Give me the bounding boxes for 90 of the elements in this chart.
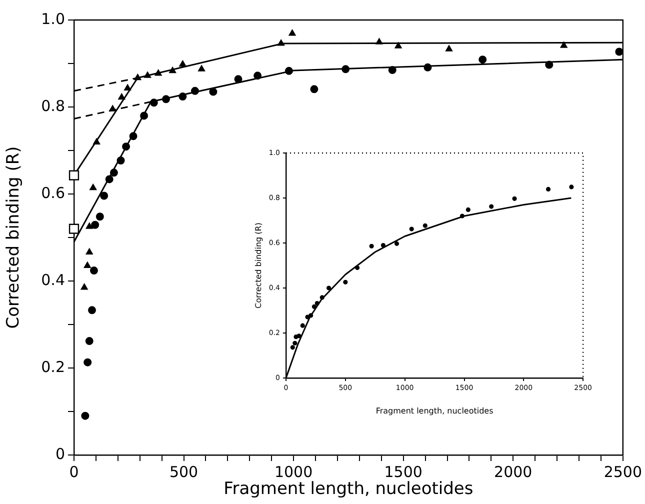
point (380, 242, 386, 248)
point (162, 95, 170, 104)
point (100, 192, 108, 200)
point (129, 132, 138, 140)
point (209, 88, 218, 96)
point (124, 84, 132, 91)
point (478, 56, 487, 64)
point (84, 262, 91, 268)
point (296, 334, 302, 338)
point (178, 92, 187, 101)
point (445, 45, 453, 52)
x-axis-title: Fragment length, nucleotides (376, 406, 494, 416)
point (134, 74, 142, 80)
point (88, 306, 96, 314)
point (290, 345, 295, 350)
point (105, 175, 114, 184)
y-tick-label: 0.4 (41, 270, 65, 289)
point (422, 223, 428, 228)
point (546, 186, 551, 192)
point (343, 280, 348, 284)
point (278, 39, 285, 46)
point (85, 337, 94, 346)
point (560, 42, 568, 48)
point (179, 60, 186, 67)
x-axis-title: Fragment length, nucleotides (224, 479, 474, 500)
point (140, 112, 148, 120)
point (545, 60, 554, 69)
point (90, 184, 97, 190)
point (460, 214, 465, 218)
point (96, 212, 104, 221)
point (292, 340, 298, 346)
point (81, 412, 90, 420)
point (424, 63, 432, 72)
point (300, 323, 305, 328)
point (68, 170, 80, 180)
point (615, 48, 624, 56)
point (234, 75, 242, 84)
y-tick-label: 0 (55, 444, 65, 463)
x-tick-label: 1000 (274, 462, 313, 481)
point (320, 295, 324, 300)
point (310, 85, 318, 94)
point (409, 226, 414, 232)
point (84, 358, 92, 366)
y-axis-title: Corrected binding (R) (254, 222, 263, 308)
point (376, 38, 383, 44)
y-axis-title: Corrected binding (R) (4, 146, 24, 329)
point (80, 284, 88, 290)
point (169, 66, 176, 74)
point (342, 65, 350, 74)
y-tick-label: 0.8 (41, 96, 65, 115)
x-tick-label: 0 (69, 462, 79, 481)
point (110, 168, 118, 177)
x-tick-label: 500 (169, 462, 198, 481)
point (144, 72, 152, 78)
point (68, 224, 80, 234)
point (489, 204, 494, 209)
point (154, 70, 162, 76)
point (326, 286, 332, 290)
point (150, 98, 158, 107)
point (394, 42, 402, 48)
point (394, 241, 400, 246)
point (91, 220, 100, 229)
point (314, 301, 320, 306)
point (118, 93, 126, 100)
point (190, 86, 199, 95)
point (93, 138, 100, 144)
point (122, 142, 130, 151)
point (86, 222, 93, 229)
point (466, 207, 470, 212)
y-tick-label: 1.0 (41, 10, 65, 28)
point (254, 72, 262, 80)
x-tick-label: 1500 (384, 462, 422, 481)
point (288, 29, 296, 36)
point (312, 304, 316, 309)
y-tick-label: 0.2 (41, 358, 65, 376)
point (90, 266, 98, 275)
point (369, 244, 374, 248)
point (116, 156, 125, 165)
point (308, 313, 314, 318)
point (512, 196, 517, 201)
x-tick-label: 2500 (604, 462, 642, 481)
point (284, 66, 293, 75)
x-tick-label: 2000 (494, 462, 532, 481)
point (355, 265, 360, 270)
y-tick-label: 0.6 (41, 184, 65, 202)
point (109, 105, 116, 112)
point (198, 65, 206, 72)
point (388, 66, 396, 74)
point (569, 184, 574, 190)
point (86, 248, 93, 255)
